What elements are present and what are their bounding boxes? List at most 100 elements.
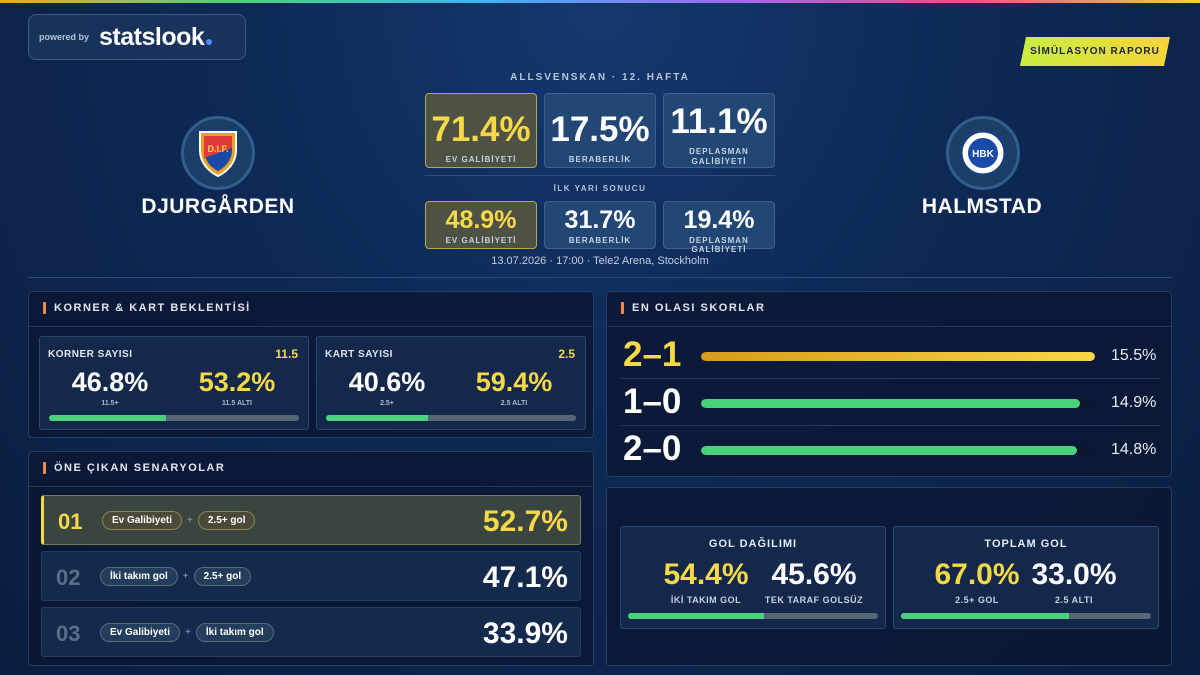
ht-away-win: 19.4% DEPLASMAN GALİBİYETİ <box>663 201 775 254</box>
total-goals-b-label: 2.5 ALTI <box>1054 595 1093 605</box>
score-track <box>701 399 1095 408</box>
score-separator <box>621 378 1161 379</box>
plus-sign: + <box>182 571 189 582</box>
goal-dist-progress <box>628 613 878 619</box>
total-goals-a-label: 2.5+ GOL <box>955 595 999 605</box>
score-track <box>701 446 1095 455</box>
score-fill <box>701 399 1080 408</box>
ft-away-win-label-1: DEPLASMAN <box>689 147 749 156</box>
total-goals-card: TOPLAM GOL 67.0% 2.5+ GOL 33.0% 2.5 ALTI <box>893 526 1159 629</box>
scenario-chips: İki takım gol + 2.5+ gol <box>100 567 252 586</box>
panel-separator <box>29 326 593 327</box>
statslook-logo: statslook <box>99 22 205 51</box>
cards-over-value: 40.6% <box>348 367 426 397</box>
scenario-chip: Ev Galibiyeti <box>100 623 181 642</box>
goal-dist-a-label: İKİ TAKIM GOL <box>670 595 742 605</box>
cards-over-label: 2.5+ <box>380 400 394 407</box>
total-goals-progress <box>901 613 1151 619</box>
scores-title: EN OLASI SKORLAR <box>621 302 765 314</box>
league-title: ALLSVENSKAN · 12. HAFTA <box>510 72 690 83</box>
cards-under-value: 59.4% <box>475 367 553 397</box>
plus-sign: + <box>187 515 193 526</box>
ft-away-win-value: 11.1% <box>670 102 768 141</box>
report-badge: SİMÜLASYON RAPORU <box>1020 37 1170 66</box>
cards-card: KART SAYISI 2.5 40.6% 2.5+ 59.4% 2.5 ALT… <box>316 336 586 430</box>
corners-line: 11.5 <box>275 347 298 361</box>
corners-title: KORNER SAYISI <box>48 349 133 360</box>
total-goals-progress-fill <box>901 613 1069 619</box>
svg-text:HBK: HBK <box>972 149 994 160</box>
ft-away-win: 11.1% DEPLASMAN GALİBİYETİ <box>663 93 775 168</box>
score-value: 14.9% <box>1111 394 1157 411</box>
brand-logo-box[interactable]: powered by statslook <box>28 14 246 60</box>
title-accent-bar <box>43 462 46 474</box>
score-row-3: 2–0 14.8% <box>621 426 1161 472</box>
score-fill <box>701 352 1095 361</box>
scenarios-title: ÖNE ÇIKAN SENARYOLAR <box>43 462 225 474</box>
ht-draw: 31.7% BERABERLİK <box>544 201 656 249</box>
cards-title: KART SAYISI <box>325 349 393 360</box>
goal-dist-title: GOL DAĞILIMI <box>708 538 798 550</box>
scenario-value: 52.7% <box>482 505 568 538</box>
cards-line: 2.5 <box>558 347 575 361</box>
away-team-name: HALMSTAD <box>921 195 1043 218</box>
scores-title-text: EN OLASI SKORLAR <box>632 302 766 314</box>
score-row-2: 1–0 14.9% <box>621 379 1161 425</box>
scenario-chips: Ev Galibiyeti + 2.5+ gol <box>102 511 256 530</box>
ht-away-win-value: 19.4% <box>683 206 755 234</box>
goal-dist-b-label: TEK TARAF GOLSÜZ <box>764 595 864 605</box>
title-accent-bar <box>621 302 624 314</box>
scores-panel: EN OLASI SKORLAR 2–1 15.5% 1–0 14.9% 2–0… <box>606 291 1172 477</box>
score-fill <box>701 446 1078 455</box>
scenario-chip: 2.5+ gol <box>193 567 252 586</box>
corners-over-label: 11.5+ <box>101 400 119 407</box>
title-accent-bar <box>43 302 46 314</box>
ft-home-win-label: EV GALİBİYETİ <box>445 155 517 164</box>
scenario-row-1[interactable]: 01 Ev Galibiyeti + 2.5+ gol 52.7% <box>41 495 581 545</box>
scenario-num: 03 <box>56 621 81 646</box>
score-label: 2–0 <box>623 429 682 468</box>
ht-home-win-label: EV GALİBİYETİ <box>445 236 517 245</box>
panel-separator <box>29 486 593 487</box>
cards-progress <box>326 415 576 421</box>
plus-sign: + <box>185 627 191 638</box>
cards-progress-fill <box>326 415 428 421</box>
score-value: 15.5% <box>1111 347 1157 364</box>
total-goals-b-value: 33.0% <box>1031 558 1117 591</box>
total-goals-title: TOPLAM GOL <box>984 538 1068 550</box>
ft-draw: 17.5% BERABERLİK <box>544 93 656 168</box>
score-separator <box>621 425 1161 426</box>
ht-away-win-label: DEPLASMAN GALİBİYETİ <box>689 236 749 254</box>
scenarios-panel: ÖNE ÇIKAN SENARYOLAR 01 Ev Galibiyeti + … <box>28 451 594 666</box>
scenario-num: 02 <box>56 565 81 590</box>
scenario-row-3[interactable]: 03 Ev Galibiyeti + İki takım gol 33.9% <box>41 607 581 657</box>
goal-dist-progress-fill <box>628 613 764 619</box>
score-track <box>701 352 1095 361</box>
ht-draw-label: BERABERLİK <box>568 236 632 245</box>
home-team-name: DJURGÅRDEN <box>141 195 295 218</box>
scenario-num: 01 <box>58 509 83 534</box>
goals-panel: GOL DAĞILIMI 54.4% İKİ TAKIM GOL 45.6% T… <box>606 487 1172 666</box>
ft-draw-label: BERABERLİK <box>568 155 632 164</box>
powered-by-label: powered by <box>39 32 90 42</box>
corners-progress <box>49 415 299 421</box>
half-time-title: İLK YARI SONUCU <box>553 184 647 193</box>
corners-under-value: 53.2% <box>198 367 276 397</box>
corners-cards-panel: KORNER & KART BEKLENTİSİ KORNER SAYISI 1… <box>28 291 594 438</box>
scenario-chip: Ev Galibiyeti <box>102 511 183 530</box>
ft-away-win-label-2: GALİBİYETİ <box>691 157 747 166</box>
scenario-value: 33.9% <box>482 617 568 650</box>
ht-home-win: 48.9% EV GALİBİYETİ <box>425 201 537 249</box>
scenario-row-2[interactable]: 02 İki takım gol + 2.5+ gol 47.1% <box>41 551 581 601</box>
corners-cards-title: KORNER & KART BEKLENTİSİ <box>43 302 251 314</box>
match-info: 13.07.2026 · 17:00 · Tele2 Arena, Stockh… <box>491 255 709 267</box>
scenario-chip: İki takım gol <box>195 623 274 642</box>
corners-over-value: 46.8% <box>71 367 149 397</box>
score-value: 14.8% <box>1111 441 1157 458</box>
ht-home-win-value: 48.9% <box>445 206 517 234</box>
ht-draw-value: 31.7% <box>564 206 636 234</box>
corners-progress-fill <box>49 415 166 421</box>
score-row-1: 2–1 15.5% <box>621 332 1161 378</box>
goal-dist-b-value: 45.6% <box>771 558 857 591</box>
scenario-chip: 2.5+ gol <box>197 511 256 530</box>
